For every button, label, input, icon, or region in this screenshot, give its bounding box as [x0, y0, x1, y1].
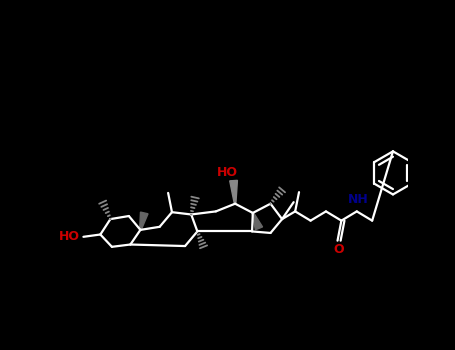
Polygon shape — [230, 180, 238, 204]
Text: HO: HO — [217, 166, 238, 180]
Polygon shape — [140, 212, 148, 230]
Text: NH: NH — [348, 193, 369, 205]
Polygon shape — [252, 213, 263, 230]
Text: HO: HO — [59, 230, 80, 243]
Text: O: O — [334, 243, 344, 256]
